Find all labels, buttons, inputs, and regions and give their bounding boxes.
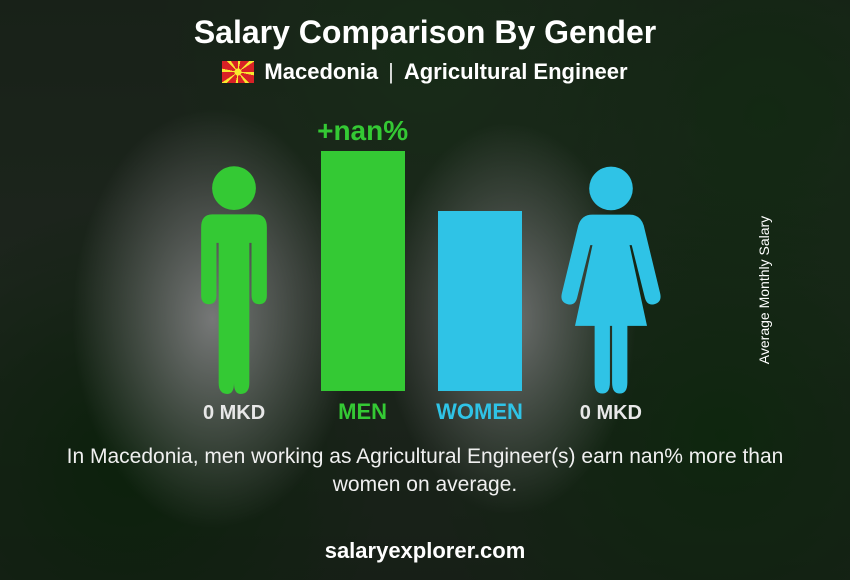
man-icon <box>179 164 289 394</box>
women-bar-column: WOMEN <box>436 179 523 425</box>
woman-icon <box>551 164 671 394</box>
macedonia-flag-icon <box>222 61 254 83</box>
women-icon-column: 0 MKD <box>551 164 671 425</box>
men-bar-label: MEN <box>338 399 387 425</box>
men-bar-column: +nan% MEN <box>317 115 408 425</box>
country-label: Macedonia <box>264 59 378 85</box>
men-value-label: 0 MKD <box>203 402 265 425</box>
occupation-label: Agricultural Engineer <box>404 59 628 85</box>
y-axis-label: Average Monthly Salary <box>756 216 772 364</box>
men-icon-column: 0 MKD <box>179 164 289 425</box>
page-title: Salary Comparison By Gender <box>194 14 656 51</box>
infographic-content: Salary Comparison By Gender Macedonia | … <box>0 0 850 580</box>
diff-label: +nan% <box>317 115 408 147</box>
separator: | <box>388 59 394 85</box>
women-bar-label: WOMEN <box>436 399 523 425</box>
women-value-label: 0 MKD <box>580 402 642 425</box>
footer-source: salaryexplorer.com <box>0 538 850 564</box>
men-bar <box>321 151 405 391</box>
subtitle-row: Macedonia | Agricultural Engineer <box>222 59 627 85</box>
description-text: In Macedonia, men working as Agricultura… <box>55 443 795 500</box>
chart-area: 0 MKD +nan% MEN WOMEN 0 MKD <box>75 95 775 425</box>
women-bar <box>438 211 522 391</box>
